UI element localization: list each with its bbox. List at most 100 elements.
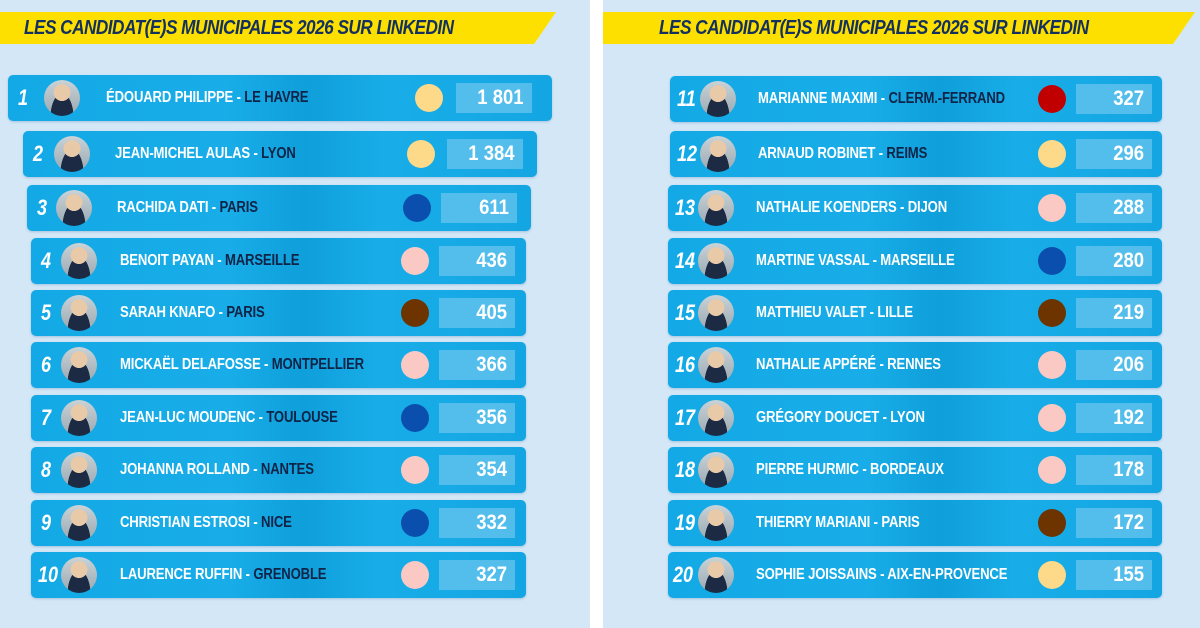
- party-color-dot: [401, 247, 429, 275]
- value-box: 288: [1076, 193, 1152, 223]
- follower-count: 280: [1113, 249, 1144, 272]
- title-text: LES CANDIDAT(E)S MUNICIPALES 2026 SUR LI…: [659, 17, 1089, 39]
- ranking-row: 2 JEAN-MICHEL AULAS - LYON 1 384: [23, 131, 537, 177]
- value-box: 611: [441, 193, 517, 223]
- ranking-row: 9 CHRISTIAN ESTROSI - NICE 332: [31, 500, 526, 546]
- candidate-label: SOPHIE JOISSAINS - AIX-EN-PROVENCE: [756, 566, 1008, 583]
- candidate-name: ÉDOUARD PHILIPPE: [106, 89, 234, 106]
- party-color-dot: [401, 561, 429, 589]
- candidate-name: GRÉGORY DOUCET: [756, 409, 880, 426]
- rank-number: 6: [41, 352, 52, 377]
- candidate-avatar: [700, 136, 736, 172]
- candidate-name: NATHALIE APPÉRÉ: [756, 356, 877, 373]
- candidate-city: LILLE: [877, 304, 913, 321]
- value-box: 206: [1076, 350, 1152, 380]
- follower-count: 405: [476, 301, 507, 324]
- candidate-label: NATHALIE KOENDERS - DIJON: [756, 199, 948, 216]
- candidate-name: MARIANNE MAXIMI: [758, 90, 878, 107]
- candidate-label: CHRISTIAN ESTROSI - NICE: [120, 514, 292, 531]
- ranking-row: 17 GRÉGORY DOUCET - LYON 192: [668, 395, 1162, 441]
- value-box: 327: [439, 560, 515, 590]
- ranking-row: 7 JEAN-LUC MOUDENC - TOULOUSE 356: [31, 395, 526, 441]
- candidate-name: CHRISTIAN ESTROSI: [120, 514, 250, 531]
- title-text: LES CANDIDAT(E)S MUNICIPALES 2026 SUR LI…: [24, 17, 454, 39]
- rank-number: 19: [675, 510, 696, 535]
- candidate-label: GRÉGORY DOUCET - LYON: [756, 409, 925, 426]
- candidate-name: MATTHIEU VALET: [756, 304, 867, 321]
- party-color-dot: [401, 351, 429, 379]
- candidate-name: SOPHIE JOISSAINS: [756, 566, 877, 583]
- candidate-city: LE HAVRE: [244, 89, 309, 106]
- rank-number: 17: [675, 405, 696, 430]
- candidate-name: BENOIT PAYAN: [120, 252, 214, 269]
- rank-number: 13: [675, 195, 696, 220]
- follower-count: 327: [476, 563, 507, 586]
- follower-count: 172: [1113, 511, 1144, 534]
- ranking-panel-left: LES CANDIDAT(E)S MUNICIPALES 2026 SUR LI…: [0, 0, 590, 628]
- value-box: 1 384: [447, 139, 523, 169]
- follower-count: 155: [1113, 563, 1144, 586]
- candidate-city: PARIS: [226, 304, 265, 321]
- candidate-label: MARTINE VASSAL - MARSEILLE: [756, 252, 955, 269]
- party-color-dot: [1038, 456, 1066, 484]
- value-box: 280: [1076, 246, 1152, 276]
- ranking-row: 3 RACHIDA DATI - PARIS 611: [27, 185, 531, 231]
- candidate-label: MICKAËL DELAFOSSE - MONTPELLIER: [120, 356, 364, 373]
- candidate-avatar: [61, 505, 97, 541]
- candidate-avatar: [61, 347, 97, 383]
- candidate-label: ARNAUD ROBINET - REIMS: [758, 145, 928, 162]
- value-box: 1 801: [456, 83, 532, 113]
- candidate-name: ARNAUD ROBINET: [758, 145, 876, 162]
- candidate-avatar: [698, 505, 734, 541]
- ranking-row: 6 MICKAËL DELAFOSSE - MONTPELLIER 366: [31, 342, 526, 388]
- ranking-row: 19 THIERRY MARIANI - PARIS 172: [668, 500, 1162, 546]
- candidate-name: THIERRY MARIANI: [756, 514, 871, 531]
- party-color-dot: [1038, 561, 1066, 589]
- rank-number: 9: [41, 510, 52, 535]
- candidate-avatar: [61, 452, 97, 488]
- candidate-city: MONTPELLIER: [271, 356, 364, 373]
- party-color-dot: [1038, 404, 1066, 432]
- candidate-city: LYON: [261, 145, 296, 162]
- candidate-city: LYON: [890, 409, 925, 426]
- ranking-row: 13 NATHALIE KOENDERS - DIJON 288: [668, 185, 1162, 231]
- ranking-panel-right: LES CANDIDAT(E)S MUNICIPALES 2026 SUR LI…: [603, 0, 1200, 628]
- candidate-avatar: [698, 243, 734, 279]
- follower-count: 436: [476, 249, 507, 272]
- candidate-name: JEAN-MICHEL AULAS: [115, 145, 250, 162]
- candidate-city: GRENOBLE: [253, 566, 327, 583]
- ranking-row: 18 PIERRE HURMIC - BORDEAUX 178: [668, 447, 1162, 493]
- ranking-row: 1 ÉDOUARD PHILIPPE - LE HAVRE 1 801: [8, 75, 552, 121]
- value-box: 327: [1076, 84, 1152, 114]
- follower-count: 178: [1113, 458, 1144, 481]
- rank-number: 7: [41, 405, 52, 430]
- candidate-city: RENNES: [887, 356, 941, 373]
- rank-number: 11: [677, 86, 696, 111]
- follower-count: 192: [1113, 406, 1144, 429]
- party-color-dot: [1038, 509, 1066, 537]
- candidate-city: PARIS: [881, 514, 920, 531]
- value-box: 436: [439, 246, 515, 276]
- follower-count: 219: [1113, 301, 1144, 324]
- candidate-city: PARIS: [219, 199, 258, 216]
- candidate-city: CLERM.-FERRAND: [888, 90, 1005, 107]
- value-box: 366: [439, 350, 515, 380]
- party-color-dot: [1038, 247, 1066, 275]
- value-box: 332: [439, 508, 515, 538]
- candidate-name: PIERRE HURMIC: [756, 461, 859, 478]
- candidate-label: JEAN-MICHEL AULAS - LYON: [115, 145, 296, 162]
- ranking-row: 11 MARIANNE MAXIMI - CLERM.-FERRAND 327: [670, 76, 1162, 122]
- rank-number: 14: [675, 248, 696, 273]
- title-banner: LES CANDIDAT(E)S MUNICIPALES 2026 SUR LI…: [603, 12, 1195, 44]
- rank-number: 4: [41, 248, 52, 273]
- candidate-label: JEAN-LUC MOUDENC - TOULOUSE: [120, 409, 338, 426]
- follower-count: 356: [476, 406, 507, 429]
- candidate-avatar: [44, 80, 80, 116]
- ranking-row: 15 MATTHIEU VALET - LILLE 219: [668, 290, 1162, 336]
- candidate-label: ÉDOUARD PHILIPPE - LE HAVRE: [106, 89, 309, 106]
- candidate-city: NICE: [261, 514, 292, 531]
- candidate-label: MATTHIEU VALET - LILLE: [756, 304, 913, 321]
- follower-count: 354: [476, 458, 507, 481]
- party-color-dot: [401, 299, 429, 327]
- candidate-name: SARAH KNAFO: [120, 304, 216, 321]
